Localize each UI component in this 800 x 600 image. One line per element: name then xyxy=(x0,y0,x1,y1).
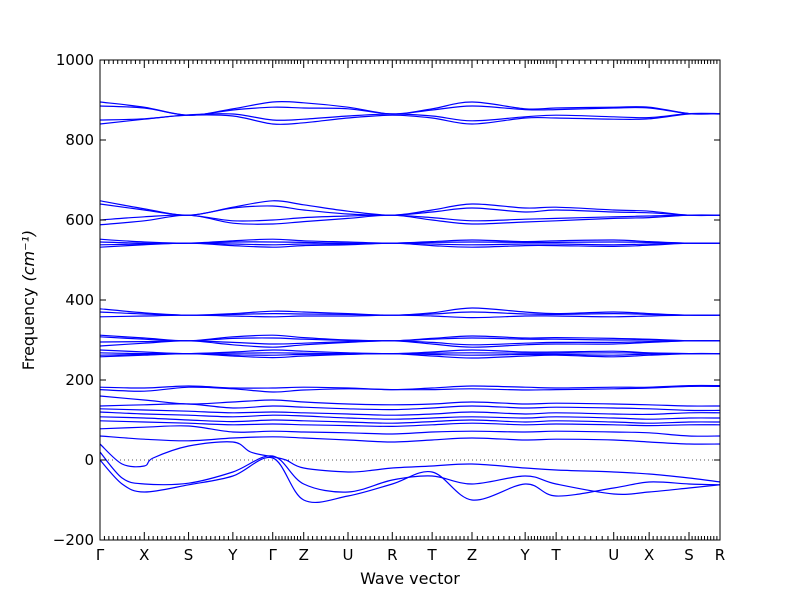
x-tick-label: T xyxy=(551,546,562,564)
x-tick-label: R xyxy=(715,546,725,564)
x-tick-label: U xyxy=(343,546,354,564)
y-tick-label: 600 xyxy=(65,211,94,229)
x-tick-label: Z xyxy=(467,546,477,564)
band-line-27 xyxy=(100,408,720,416)
y-tick-label: 1000 xyxy=(56,51,94,69)
x-tick-label: S xyxy=(184,546,194,564)
band-series-layer xyxy=(100,100,720,504)
band-line-32 xyxy=(100,435,720,445)
band-line-33 xyxy=(100,441,720,483)
band-line-5 xyxy=(100,203,720,216)
band-line-16 xyxy=(100,336,720,342)
band-line-30 xyxy=(100,420,720,428)
y-tick-layer: −200 0 200 400 600 800 1000 xyxy=(53,51,720,549)
band-line-14 xyxy=(100,314,720,319)
band-line-34 xyxy=(100,451,720,495)
y-tick-label: 400 xyxy=(65,291,94,309)
x-tick-label: Y xyxy=(520,546,531,564)
y-axis-title: Frequency (cm⁻¹) xyxy=(19,230,38,370)
y-axis-unit: (cm⁻¹) xyxy=(19,230,38,282)
plot-frame xyxy=(99,59,721,541)
x-tick-label: X xyxy=(139,546,149,564)
y-tick-label: −200 xyxy=(53,531,94,549)
band-line-26 xyxy=(100,403,720,412)
x-tick-label: Y xyxy=(227,546,238,564)
band-line-29 xyxy=(100,416,720,424)
band-line-28 xyxy=(100,411,720,420)
x-tick-label: Γ xyxy=(96,546,105,564)
band-line-22 xyxy=(100,352,720,359)
band-line-2 xyxy=(100,112,720,122)
x-tick-label: U xyxy=(608,546,619,564)
band-line-10 xyxy=(100,242,720,246)
band-line-6 xyxy=(100,214,720,222)
x-tick-label: T xyxy=(427,546,438,564)
band-line-25 xyxy=(100,395,720,407)
band-line-35 xyxy=(100,456,720,504)
band-line-7 xyxy=(100,214,720,226)
y-tick-label: 0 xyxy=(84,451,94,469)
band-line-11 xyxy=(100,242,720,248)
band-line-31 xyxy=(100,425,720,437)
band-line-23 xyxy=(100,384,720,391)
band-line-3 xyxy=(100,113,720,126)
x-tick-label: R xyxy=(387,546,397,564)
y-tick-label: 200 xyxy=(65,371,94,389)
x-axis-title: Wave vector xyxy=(360,569,460,588)
x-tick-label: X xyxy=(644,546,654,564)
y-axis-title-text: Frequency xyxy=(19,288,38,371)
y-tick-label: 800 xyxy=(65,131,94,149)
band-line-17 xyxy=(100,340,720,346)
band-line-1 xyxy=(100,105,720,116)
x-tick-label: Z xyxy=(299,546,309,564)
x-tick-label: S xyxy=(684,546,694,564)
band-line-24 xyxy=(100,385,720,393)
x-tick-label: Γ xyxy=(269,546,278,564)
band-line-9 xyxy=(100,241,720,244)
band-line-18 xyxy=(100,340,720,348)
